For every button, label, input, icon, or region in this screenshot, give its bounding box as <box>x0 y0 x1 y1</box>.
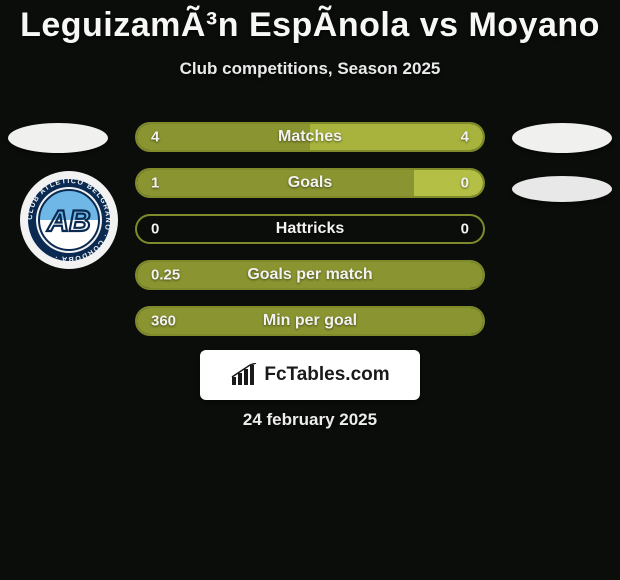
stats-container: 4 Matches 4 1 Goals 0 0 Hattricks 0 0.25 Goals per… <box>135 122 485 352</box>
player-badge-right <box>512 123 612 153</box>
club-logo: CLUB ATLETICO BELGRANO · CORDOBA · AB <box>19 170 119 270</box>
stat-row: 0.25 Goals per match <box>135 260 485 290</box>
stat-row: 0 Hattricks 0 <box>135 214 485 244</box>
footer-brand-text: FcTables.com <box>264 364 389 386</box>
stat-label: Min per goal <box>263 312 357 330</box>
stat-value-left: 0 <box>151 221 159 238</box>
stat-fill-left <box>137 170 414 196</box>
page-title: LeguizamÃ³n EspÃ­nola vs Moyano <box>0 0 620 45</box>
stat-row: 360 Min per goal <box>135 306 485 336</box>
stat-value-right: 4 <box>461 129 469 146</box>
player-badge-left <box>8 123 108 153</box>
logo-letters: AB <box>46 205 90 238</box>
stat-value-left: 1 <box>151 175 159 192</box>
stat-value-right: 0 <box>461 221 469 238</box>
stat-value-left: 4 <box>151 129 159 146</box>
footer-date: 24 february 2025 <box>0 410 620 430</box>
stat-value-right: 0 <box>461 175 469 192</box>
stat-label: Matches <box>278 128 342 146</box>
stat-fill-right <box>414 170 483 196</box>
stat-label: Goals <box>288 174 332 192</box>
footer-brand: FcTables.com <box>200 350 420 400</box>
stat-value-left: 0.25 <box>151 267 180 284</box>
stat-row: 1 Goals 0 <box>135 168 485 198</box>
stat-value-left: 360 <box>151 313 176 330</box>
stat-label: Goals per match <box>247 266 372 284</box>
stat-label: Hattricks <box>276 220 344 238</box>
chart-icon <box>230 363 258 387</box>
subtitle: Club competitions, Season 2025 <box>0 59 620 79</box>
player-badge-right-secondary <box>512 176 612 202</box>
stat-row: 4 Matches 4 <box>135 122 485 152</box>
